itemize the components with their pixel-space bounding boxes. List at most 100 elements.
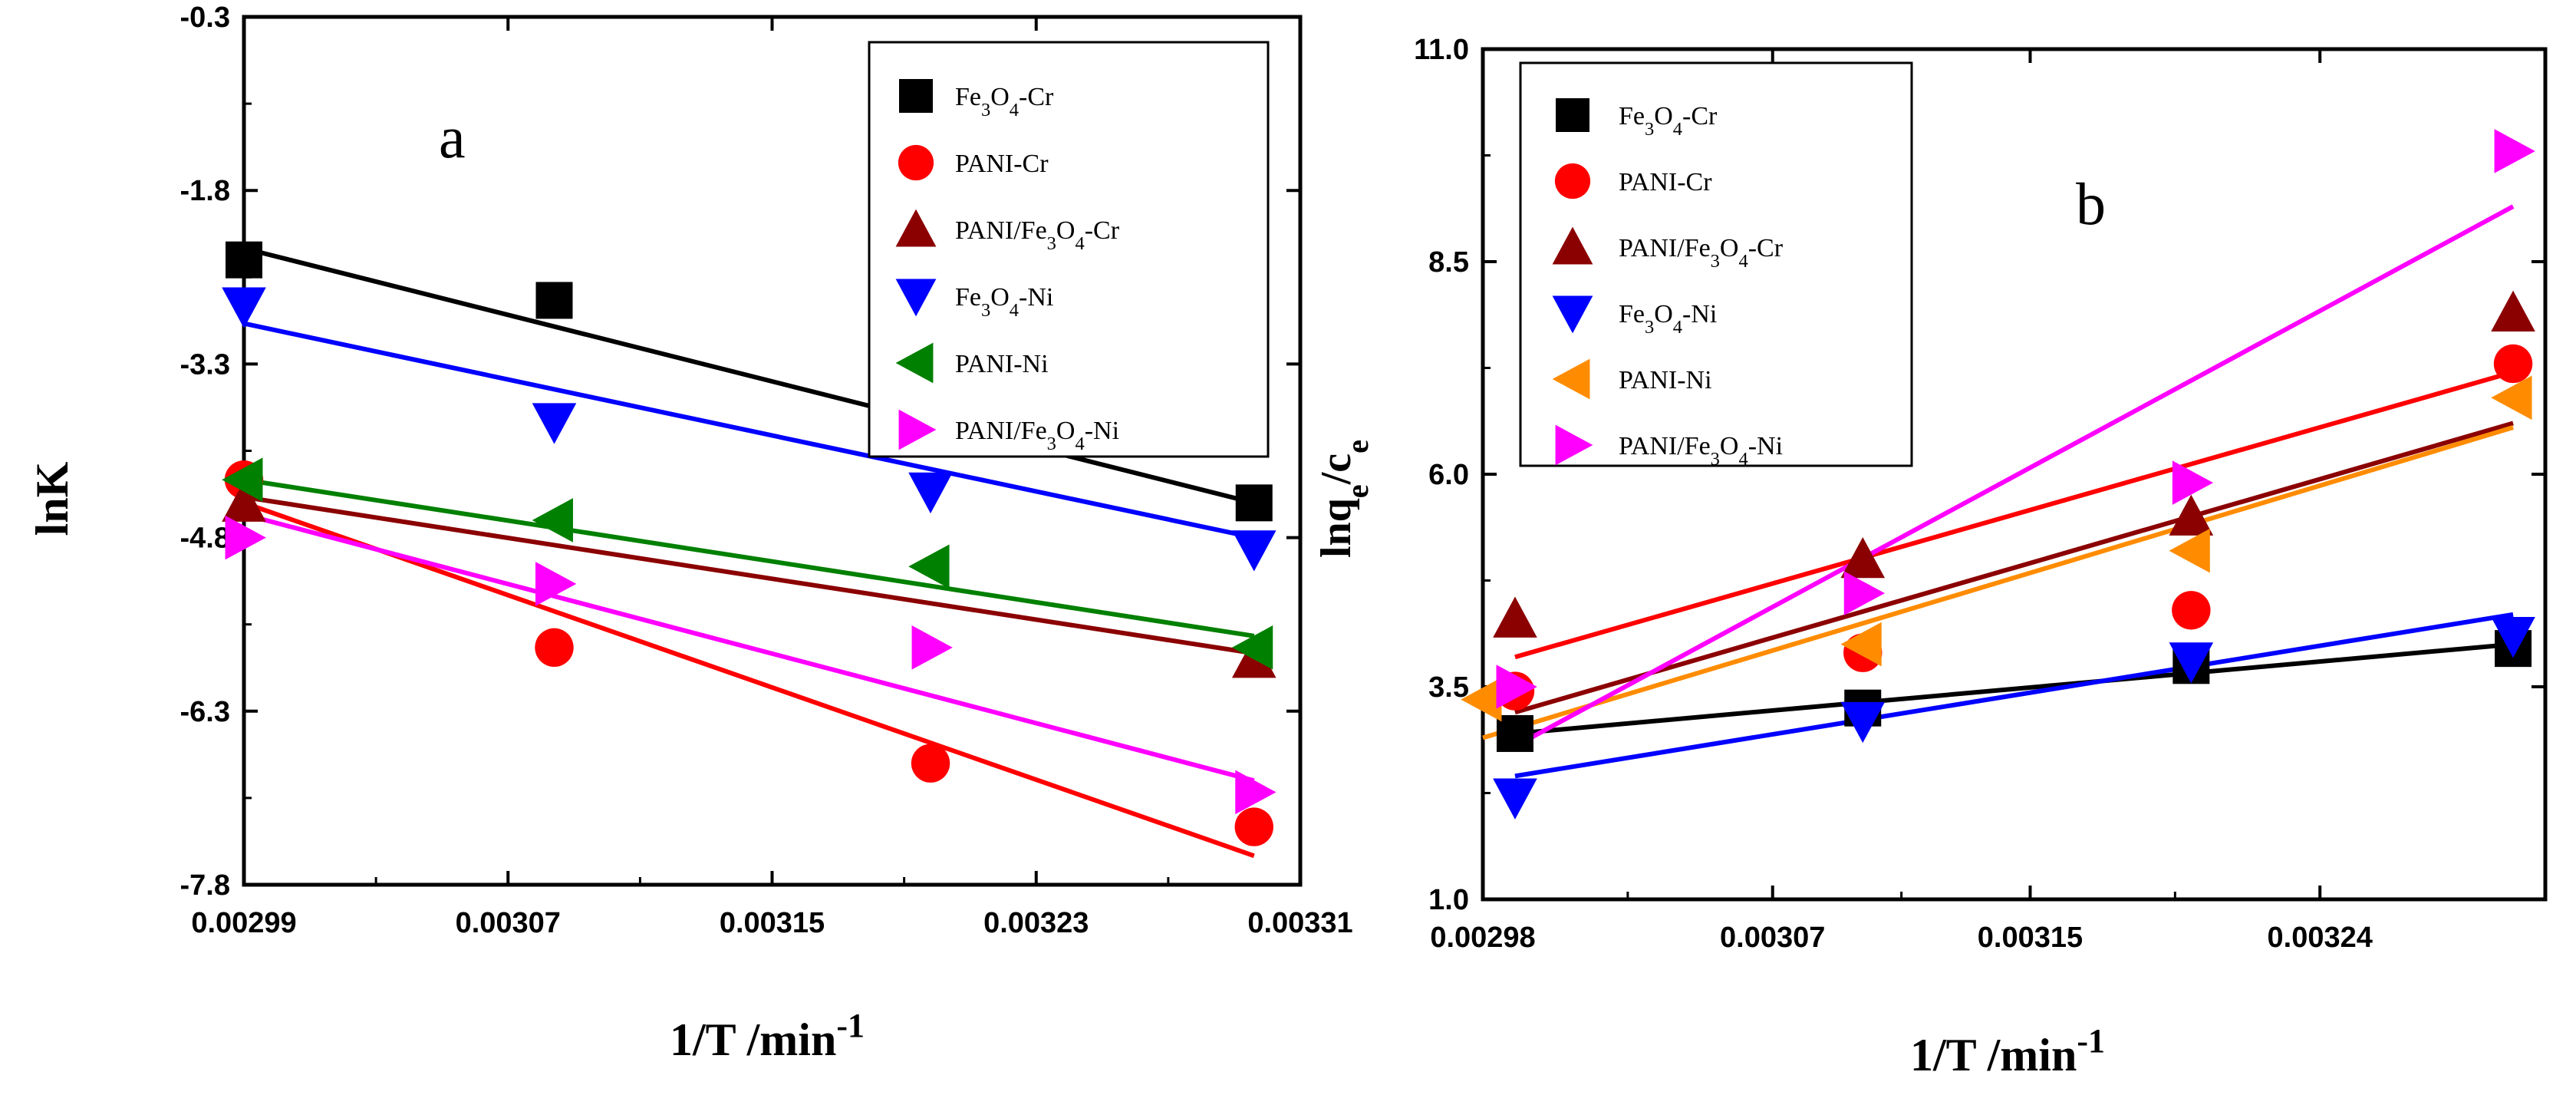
x-axis-label-superscript: -1: [2077, 1022, 2105, 1060]
y-tick-label: 6.0: [1428, 459, 1469, 491]
x-tick-label: 0.00307: [1720, 922, 1825, 954]
x-tick-label: 0.00298: [1430, 922, 1535, 954]
chart-panel-a: -0.3 -1.8 -3.3 -4.8 -6.3 -7.8 0.00299 0.00307 0.…: [27, 2, 1353, 1065]
text-part: O: [1720, 432, 1739, 460]
data-point-PANI-Cr: [2172, 591, 2211, 630]
data-point-PANI/Fe3O4-Cr: [1840, 537, 1886, 579]
subscript: 3: [1645, 317, 1654, 338]
legend-marker-PANI/Fe3O4-Cr: [895, 209, 937, 247]
legend-marker-Fe3O4-Ni: [895, 279, 937, 317]
y-tick-label: -0.3: [180, 2, 230, 34]
text-part: -Cr: [1019, 83, 1054, 111]
x-tick-label: 0.00299: [191, 907, 296, 939]
text-part: Fe: [955, 283, 981, 312]
text-part: -Cr: [1748, 234, 1784, 262]
subscript: 4: [1075, 434, 1084, 454]
legend-label: PANI-Ni: [1619, 366, 1712, 394]
text-part: PANI/Fe: [955, 216, 1047, 245]
subscript: 4: [1075, 233, 1084, 254]
y-axis-label: lnK: [27, 461, 77, 536]
text-part: O: [990, 83, 1010, 111]
text-part: PANI/Fe: [955, 417, 1047, 445]
data-point-Fe3O4-Ni: [2491, 617, 2535, 658]
fit-line-PANI-Cr: [243, 500, 1255, 859]
y-tick-label: 1.0: [1428, 884, 1469, 916]
data-point-PANI-Ni: [222, 457, 263, 502]
data-point-PANI/Fe3O4-Ni: [535, 562, 577, 606]
y-tick-label: 3.5: [1428, 671, 1469, 704]
x-axis-label-text: 1/T /min: [1910, 1030, 2077, 1080]
panel-letter: a: [439, 104, 466, 170]
data-point-Fe3O4-Cr: [226, 241, 262, 279]
text-part: -Ni: [1085, 417, 1119, 445]
data-point-PANI-Cr: [1234, 807, 1273, 846]
data-point-PANI-Ni: [1840, 622, 1882, 667]
legend-label: Fe3O4-Ni: [955, 283, 1053, 321]
legend-label: PANI/Fe3O4-Cr: [1619, 234, 1784, 272]
subscript: 4: [1010, 300, 1019, 321]
y-tick-label: 11.0: [1414, 34, 1469, 66]
y-tick-label: -6.3: [180, 696, 230, 728]
fit-line-Fe3O4-Ni: [1514, 612, 2514, 779]
legend-marker-PANI-Ni: [1552, 358, 1590, 400]
text-part: O: [990, 283, 1010, 312]
text-part: PANI-Ni: [1619, 366, 1712, 394]
data-point-PANI-Ni: [908, 544, 950, 589]
legend-marker-Fe3O4-Cr: [899, 79, 933, 113]
subscript: 3: [1047, 233, 1056, 254]
x-tick-label: 0.00323: [983, 907, 1089, 939]
subscript: 4: [1738, 449, 1748, 470]
chart-panel-b: 1.0 3.5 6.0 8.5 11.0 0.00298 0.00307 0.00315 0.0…: [1313, 34, 2548, 1081]
fit-line-Fe3O4-Cr: [243, 246, 1255, 506]
legend-label: PANI-Cr: [1619, 168, 1712, 196]
text-part: PANI/Fe: [1619, 432, 1711, 460]
y-tick-label: -1.8: [180, 175, 230, 207]
data-point-PANI-Ni: [532, 498, 573, 543]
text-part: PANI/Fe: [1619, 234, 1711, 262]
legend-marker-Fe3O4-Ni: [1552, 295, 1593, 334]
text-part: O: [1056, 216, 1076, 245]
legend-label: PANI/Fe3O4-Ni: [955, 417, 1119, 454]
fit-line-Fe3O4-Ni: [243, 321, 1255, 540]
data-point-Fe3O4-Cr: [1496, 714, 1533, 752]
data-point-PANI-Cr: [911, 744, 950, 783]
data-point-PANI-Ni: [1231, 625, 1273, 670]
y-tick-label: 8.5: [1428, 246, 1469, 279]
data-point-Fe3O4-Cr: [535, 282, 573, 319]
subscript: 4: [1673, 317, 1682, 338]
subscript: 3: [1711, 251, 1720, 272]
y-tick-label: -7.8: [180, 869, 230, 902]
subscript: 4: [1010, 100, 1019, 120]
x-axis-label: 1/T /min-1: [670, 1007, 865, 1066]
legend-marker-PANI-Cr: [1554, 163, 1591, 200]
text-part: O: [1654, 300, 1673, 328]
text-part: PANI-Ni: [955, 350, 1049, 378]
y-tick-label: -3.3: [180, 348, 230, 381]
data-point-PANI/Fe3O4-Ni: [1843, 571, 1886, 615]
text-part: Fe: [955, 83, 981, 111]
fit-line-Fe3O4-Cr: [1514, 641, 2514, 736]
data-point-Fe3O4-Ni: [1840, 701, 1886, 744]
data-point-PANI/Fe3O4-Cr: [2491, 290, 2535, 331]
subscript: 3: [1711, 449, 1720, 470]
data-point-PANI-Ni: [2491, 375, 2532, 421]
subscript: 4: [1673, 119, 1682, 140]
x-axis-label: 1/T /min-1: [1910, 1022, 2105, 1081]
subscript: 3: [981, 300, 990, 321]
fit-line-PANI/Fe3O4-Ni: [243, 512, 1255, 783]
fit-line-PANI/Fe3O4-Cr: [243, 494, 1255, 656]
data-point-PANI-Cr: [2493, 344, 2533, 384]
subscript: 3: [1047, 434, 1056, 454]
text-part: /c: [1313, 454, 1360, 485]
fit-line-PANI-Ni: [1482, 425, 2514, 740]
text-part: Fe: [1619, 102, 1645, 130]
x-tick-label: 0.00307: [456, 907, 561, 939]
legend-marker-PANI/Fe3O4-Cr: [1552, 226, 1593, 265]
legend-label: Fe3O4-Ni: [1619, 300, 1717, 338]
legend-marker-PANI/Fe3O4-Ni: [1555, 424, 1593, 466]
x-axis-label-superscript: -1: [836, 1007, 865, 1044]
x-tick-label: 0.00324: [2268, 922, 2373, 954]
text-part: -Cr: [1682, 102, 1718, 130]
fit-line-PANI/Fe3O4-Cr: [1514, 421, 2514, 715]
fit-line-PANI/Fe3O4-Ni: [1514, 204, 2515, 749]
